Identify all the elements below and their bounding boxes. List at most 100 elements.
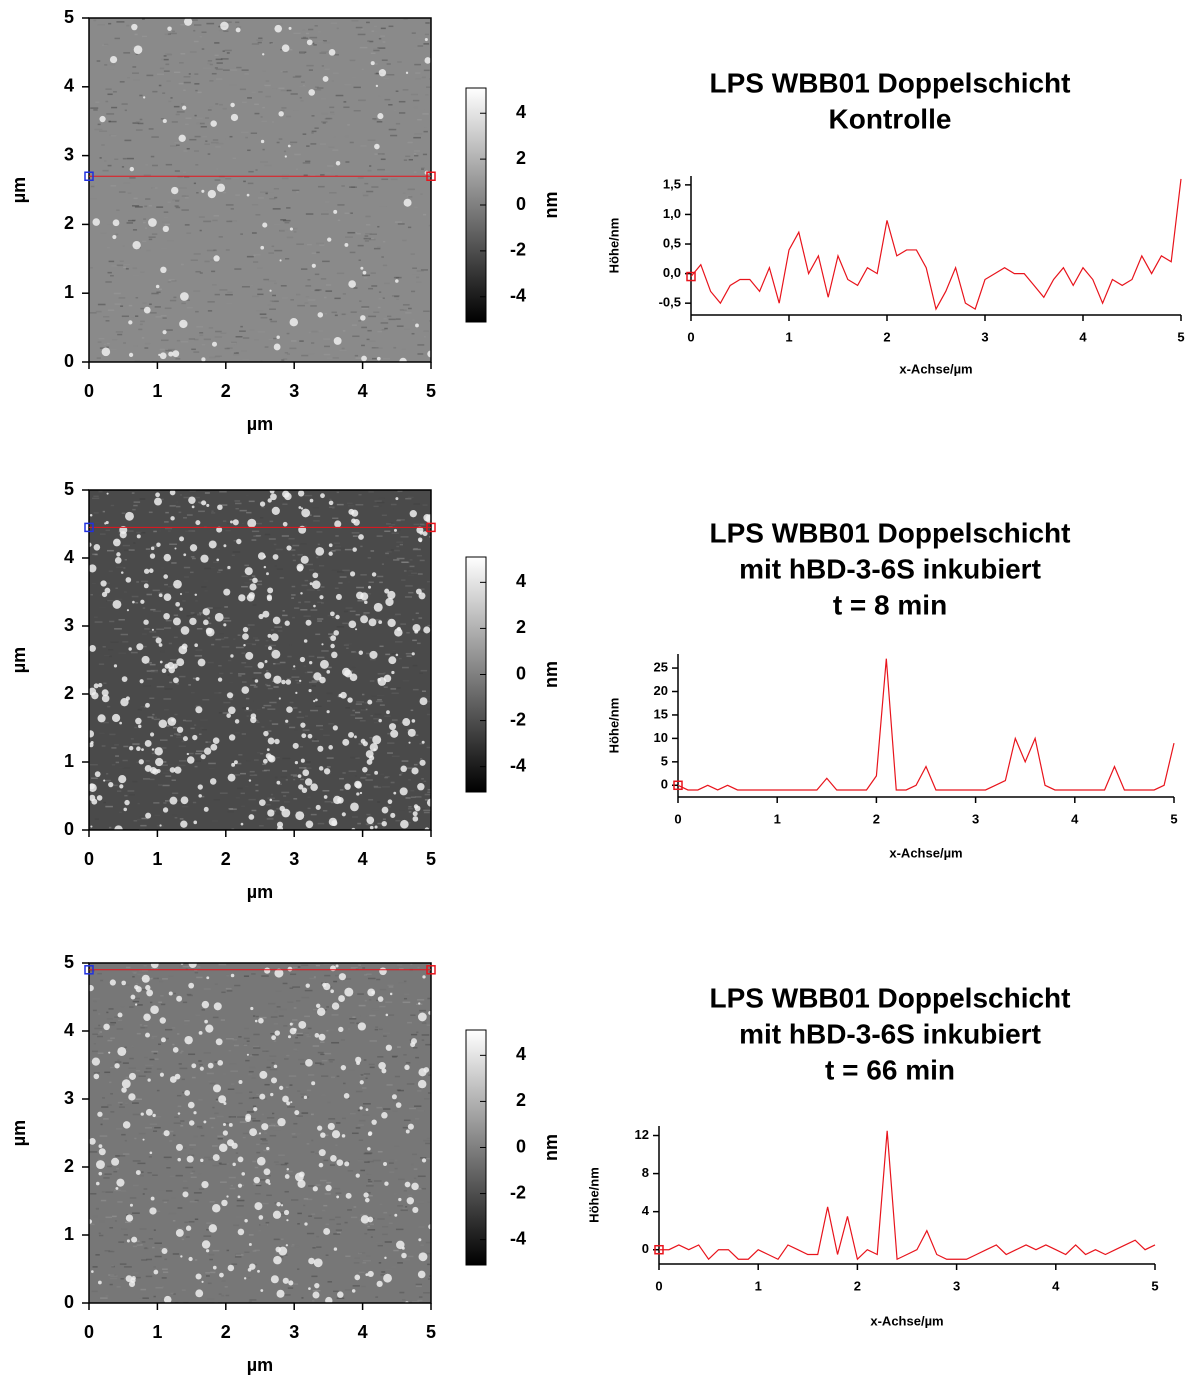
texture-spot [322,75,329,82]
texture-spot [253,1107,258,1112]
texture-spot [325,1296,333,1303]
texture [393,722,400,725]
texture-spot [395,1102,402,1108]
texture [289,644,292,646]
texture [163,55,167,57]
texture [114,1016,121,1018]
texture [424,695,431,698]
texture [321,112,329,115]
texture [392,649,396,652]
texture [103,282,111,284]
texture-spot [315,1003,321,1009]
texture [395,1159,398,1162]
texture [343,106,350,109]
texture [407,188,415,191]
texture-spot [121,980,127,986]
texture-spot [293,665,296,668]
texture [280,1214,287,1216]
texture [383,806,391,808]
texture [380,27,386,30]
texture [291,227,298,230]
texture-spot [317,312,324,318]
texture-spot [163,612,170,620]
texture-spot [281,44,290,53]
texture-spot [152,1113,156,1118]
texture [94,818,99,820]
texture [152,713,155,716]
texture-spot [202,608,210,616]
texture [192,801,197,804]
texture [105,281,112,283]
texture [207,1298,215,1300]
y-tick-label: 3 [64,615,74,635]
texture-spot [348,620,357,629]
texture [224,606,228,608]
texture [148,511,153,514]
texture [199,332,204,334]
texture [412,664,418,667]
texture [379,1203,383,1206]
x-tick-label: 0 [84,1322,94,1342]
texture [333,1187,341,1190]
texture [219,672,224,675]
colorbar-tick-label: 2 [516,617,526,637]
texture-spot [318,1033,326,1041]
texture [281,535,289,537]
texture [373,1180,382,1182]
texture [211,1126,214,1129]
texture-spot [143,96,146,99]
texture [186,514,193,516]
texture-spot [263,555,266,559]
texture [93,647,99,649]
texture-spot [364,600,368,604]
texture [368,315,377,318]
texture [163,1201,168,1204]
texture [163,1156,172,1159]
texture [159,67,165,70]
texture [306,145,310,147]
texture-spot [179,319,188,329]
chart-title: t = 66 min [825,1054,955,1085]
texture [355,614,360,616]
texture [231,1263,238,1265]
texture [255,1133,261,1135]
texture [275,756,280,759]
texture [260,161,269,163]
texture [422,153,428,156]
texture [406,655,412,657]
texture [166,769,173,772]
texture [304,525,307,527]
texture-spot [262,222,268,228]
texture [323,296,327,299]
texture [151,1037,154,1039]
texture [419,559,425,562]
texture [170,97,173,99]
texture-spot [121,1079,131,1089]
texture [93,1043,96,1045]
texture-spot [332,725,338,731]
texture [255,535,262,537]
texture [98,1234,104,1237]
texture [343,1082,346,1085]
texture [363,612,370,614]
texture [373,25,377,28]
texture [252,677,257,680]
texture [97,123,101,126]
texture-spot [319,659,329,669]
texture [89,1223,95,1226]
texture [402,239,407,242]
texture [254,112,260,115]
texture [201,728,208,731]
texture-spot [191,505,195,509]
texture [405,585,413,587]
texture [415,1283,422,1286]
x-tick-label: 5 [1177,329,1184,344]
texture-spot [189,617,197,626]
texture [383,318,387,320]
texture [183,566,191,569]
texture [335,1192,342,1194]
texture-spot [282,1277,289,1284]
texture [141,1259,148,1261]
texture [360,1074,364,1076]
image-frame [88,489,432,831]
